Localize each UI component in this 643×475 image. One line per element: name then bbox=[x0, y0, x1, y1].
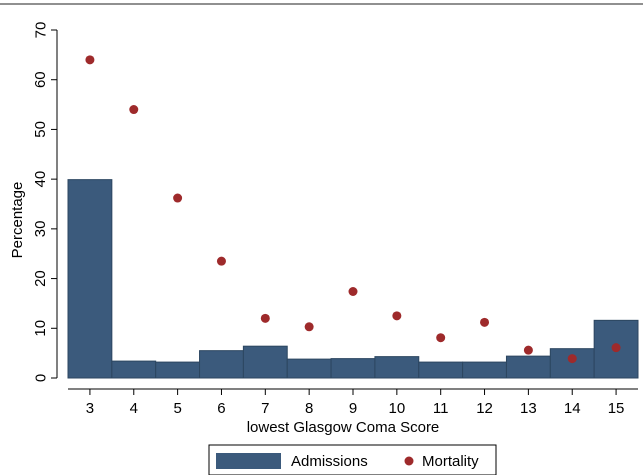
y-tick-label-60: 60 bbox=[32, 71, 49, 88]
legend: Admissions Mortality bbox=[208, 444, 497, 475]
bar-admissions-8 bbox=[286, 358, 332, 379]
point-mortality-6 bbox=[216, 256, 226, 266]
bar-admissions-11 bbox=[418, 361, 464, 379]
x-tick-label-9: 9 bbox=[349, 400, 357, 417]
y-tick-label-0: 0 bbox=[32, 374, 49, 382]
y-tick-label-70: 70 bbox=[32, 22, 49, 39]
y-tick-label-50: 50 bbox=[32, 121, 49, 138]
x-tick-label-3: 3 bbox=[86, 400, 94, 417]
plot-area bbox=[67, 55, 639, 379]
y-tick-label-40: 40 bbox=[32, 171, 49, 188]
bar-admissions-10 bbox=[374, 356, 420, 379]
point-mortality-15 bbox=[611, 343, 621, 353]
x-tick-label-4: 4 bbox=[130, 400, 138, 417]
x-tick-label-7: 7 bbox=[261, 400, 269, 417]
bar-admissions-12 bbox=[462, 361, 507, 379]
x-tick-label-12: 12 bbox=[476, 400, 493, 417]
legend-label-admissions: Admissions bbox=[291, 453, 368, 470]
bar-admissions-9 bbox=[330, 358, 376, 379]
bar-admissions-14 bbox=[549, 348, 595, 379]
x-tick-label-14: 14 bbox=[564, 400, 581, 417]
bar-admissions-3 bbox=[67, 179, 113, 379]
x-tick-label-15: 15 bbox=[608, 400, 625, 417]
x-axis-title: lowest Glasgow Coma Score bbox=[247, 419, 440, 436]
x-tick-label-11: 11 bbox=[433, 400, 449, 417]
point-mortality-8 bbox=[304, 322, 314, 332]
legend-swatch-mortality bbox=[404, 456, 414, 466]
point-mortality-11 bbox=[436, 333, 446, 343]
point-mortality-9 bbox=[348, 286, 358, 296]
legend-swatch-admissions bbox=[216, 453, 281, 469]
point-mortality-12 bbox=[480, 317, 490, 327]
point-mortality-14 bbox=[567, 354, 577, 364]
bar-admissions-6 bbox=[199, 350, 244, 379]
point-mortality-3 bbox=[85, 55, 95, 65]
axes: 0 10 20 30 40 50 60 70 3 4 5 6 7 8 9 10 11 12 13 14 15 bbox=[32, 22, 638, 417]
x-tick-label-13: 13 bbox=[520, 400, 537, 417]
bar-admissions-7 bbox=[242, 345, 288, 379]
x-tick-label-8: 8 bbox=[305, 400, 313, 417]
y-axis-title: Percentage bbox=[9, 182, 26, 259]
y-tick-label-10: 10 bbox=[32, 320, 49, 337]
legend-label-mortality: Mortality bbox=[422, 453, 479, 470]
bar-admissions-4 bbox=[111, 360, 157, 379]
point-mortality-10 bbox=[392, 311, 402, 321]
point-mortality-7 bbox=[260, 313, 270, 323]
x-tick-label-5: 5 bbox=[173, 400, 181, 417]
bar-admissions-5 bbox=[155, 361, 201, 379]
x-tick-label-6: 6 bbox=[217, 400, 225, 417]
y-tick-label-30: 30 bbox=[32, 221, 49, 238]
point-mortality-13 bbox=[523, 345, 533, 355]
point-mortality-5 bbox=[173, 193, 183, 203]
bar-admissions-13 bbox=[505, 355, 551, 379]
point-mortality-4 bbox=[129, 105, 139, 115]
y-tick-label-20: 20 bbox=[32, 270, 49, 287]
x-tick-label-10: 10 bbox=[389, 400, 406, 417]
